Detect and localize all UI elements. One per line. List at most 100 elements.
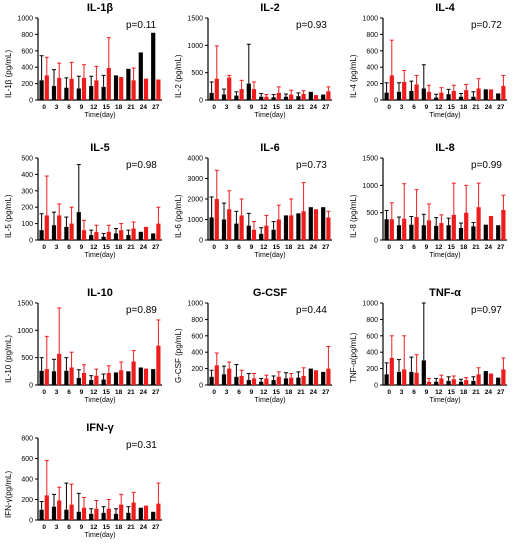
x-tick-label: 27 xyxy=(152,244,160,251)
y-axis-label: IL-1β (pg/mL) xyxy=(4,49,13,98)
y-tick-label: 800 xyxy=(21,436,33,443)
bar-group-a xyxy=(64,87,69,100)
chart-title: TNF-α xyxy=(429,287,461,299)
bar-group-a xyxy=(246,225,251,240)
bar-group-a xyxy=(471,226,476,240)
x-tick-label: 27 xyxy=(497,389,505,396)
bar-group-a xyxy=(458,96,464,100)
bar-group-b xyxy=(156,223,161,240)
x-tick-label: 21 xyxy=(297,244,305,251)
bar-group-b xyxy=(57,77,62,100)
bar-group-a xyxy=(113,75,119,100)
x-tick-label: 6 xyxy=(412,389,416,396)
x-tick-label: 0 xyxy=(42,389,46,396)
y-tick-label: 200 xyxy=(21,81,33,88)
x-tick-label: 12 xyxy=(90,389,98,396)
x-tick-label: 0 xyxy=(387,389,391,396)
x-tick-label: 3 xyxy=(55,389,59,396)
x-tick-label: 12 xyxy=(260,104,268,111)
bar-group-b xyxy=(94,231,99,240)
x-tick-label: 18 xyxy=(115,524,123,531)
bar-group-b xyxy=(476,374,481,385)
bar-group-b xyxy=(81,507,87,520)
chart-title: IL-8 xyxy=(435,142,455,154)
x-tick-label: 6 xyxy=(67,104,71,111)
bar-group-a xyxy=(89,380,94,385)
y-tick-label: 600 xyxy=(21,48,33,55)
bar-group-b xyxy=(214,78,219,100)
x-tick-label: 27 xyxy=(322,244,330,251)
bar-group-a xyxy=(51,371,57,385)
y-tick-label: 200 xyxy=(21,497,33,504)
bar-group-a xyxy=(308,207,313,240)
chart-panel: 0 500 1000 1500 0 3 6 9 12 15 18 21 24 27 IL-8 p=0.99 Ti… xyxy=(345,140,517,280)
y-tick-label: 200 xyxy=(366,366,378,373)
bar-group-a xyxy=(126,371,131,385)
bar-group-b xyxy=(426,381,432,385)
bar-group-a xyxy=(283,215,289,240)
p-value: p=0.99 xyxy=(471,160,502,171)
bar-group-a xyxy=(396,91,402,100)
bar-group-b xyxy=(69,78,74,100)
y-tick-label: 200 xyxy=(21,205,33,212)
x-tick-label: 24 xyxy=(310,104,318,111)
x-tick-label: 0 xyxy=(42,524,46,531)
x-tick-label: 15 xyxy=(103,389,111,396)
x-tick-label: 18 xyxy=(460,104,468,111)
y-tick-label: 0 xyxy=(374,383,378,390)
chart-title: IL-10 xyxy=(87,287,113,299)
bar-group-b xyxy=(156,79,161,100)
x-tick-label: 9 xyxy=(425,104,429,111)
x-tick-label: 21 xyxy=(127,389,135,396)
bar-group-a xyxy=(89,86,94,100)
bar-group-a xyxy=(434,381,439,385)
x-tick-label: 15 xyxy=(273,389,281,396)
bar-group-b xyxy=(119,504,124,520)
bar-group-b xyxy=(214,199,219,240)
bar-group-a xyxy=(234,376,239,385)
bar-group-b xyxy=(81,372,87,385)
x-tick-label: 9 xyxy=(80,524,84,531)
bar-group-a xyxy=(396,225,402,240)
x-tick-label: 27 xyxy=(152,524,160,531)
x-tick-label: 27 xyxy=(497,104,505,111)
bar-group-a xyxy=(151,369,156,385)
bar-group-b xyxy=(264,225,269,240)
bar-group-b xyxy=(131,80,136,100)
x-tick-label: 3 xyxy=(225,244,229,251)
x-tick-label: 18 xyxy=(115,244,123,251)
bar-group-a xyxy=(51,506,57,520)
bar-group-a xyxy=(151,32,156,101)
p-value: p=0.89 xyxy=(126,305,157,316)
x-tick-label: 27 xyxy=(152,104,160,111)
bar-group-b xyxy=(389,357,394,385)
bar-group-a xyxy=(209,92,214,100)
x-tick-label: 15 xyxy=(448,389,456,396)
x-tick-label: 9 xyxy=(250,244,254,251)
bar-group-b xyxy=(289,215,294,240)
bar-group-b xyxy=(464,380,469,385)
bar-group-a xyxy=(308,91,313,100)
x-tick-label: 9 xyxy=(80,244,84,251)
y-tick-label: 1000 xyxy=(362,183,378,190)
y-tick-label: 3000 xyxy=(187,176,203,183)
y-tick-label: 4000 xyxy=(187,156,203,163)
bar-group-b xyxy=(476,207,481,240)
bar-group-b xyxy=(488,215,494,240)
x-tick-label: 21 xyxy=(472,244,480,251)
bar-group-a xyxy=(283,378,289,385)
x-tick-label: 3 xyxy=(225,104,229,111)
x-tick-label: 21 xyxy=(297,104,305,111)
x-tick-label: 0 xyxy=(212,244,216,251)
bar-group-a xyxy=(283,96,289,100)
x-tick-label: 24 xyxy=(140,524,148,531)
x-tick-label: 27 xyxy=(497,244,505,251)
bar-group-b xyxy=(501,86,506,100)
x-tick-label: 3 xyxy=(400,104,404,111)
bar-group-a xyxy=(101,236,106,240)
chart-panel: 0 100 200 300 400 500 0 3 6 9 12 15 18 21 24 27 IL-5 p=0.… xyxy=(0,140,172,280)
y-tick-label: 1000 xyxy=(187,43,203,50)
bar-group-b xyxy=(143,368,149,385)
x-tick-label: 9 xyxy=(425,389,429,396)
bar-group-b xyxy=(143,78,149,100)
